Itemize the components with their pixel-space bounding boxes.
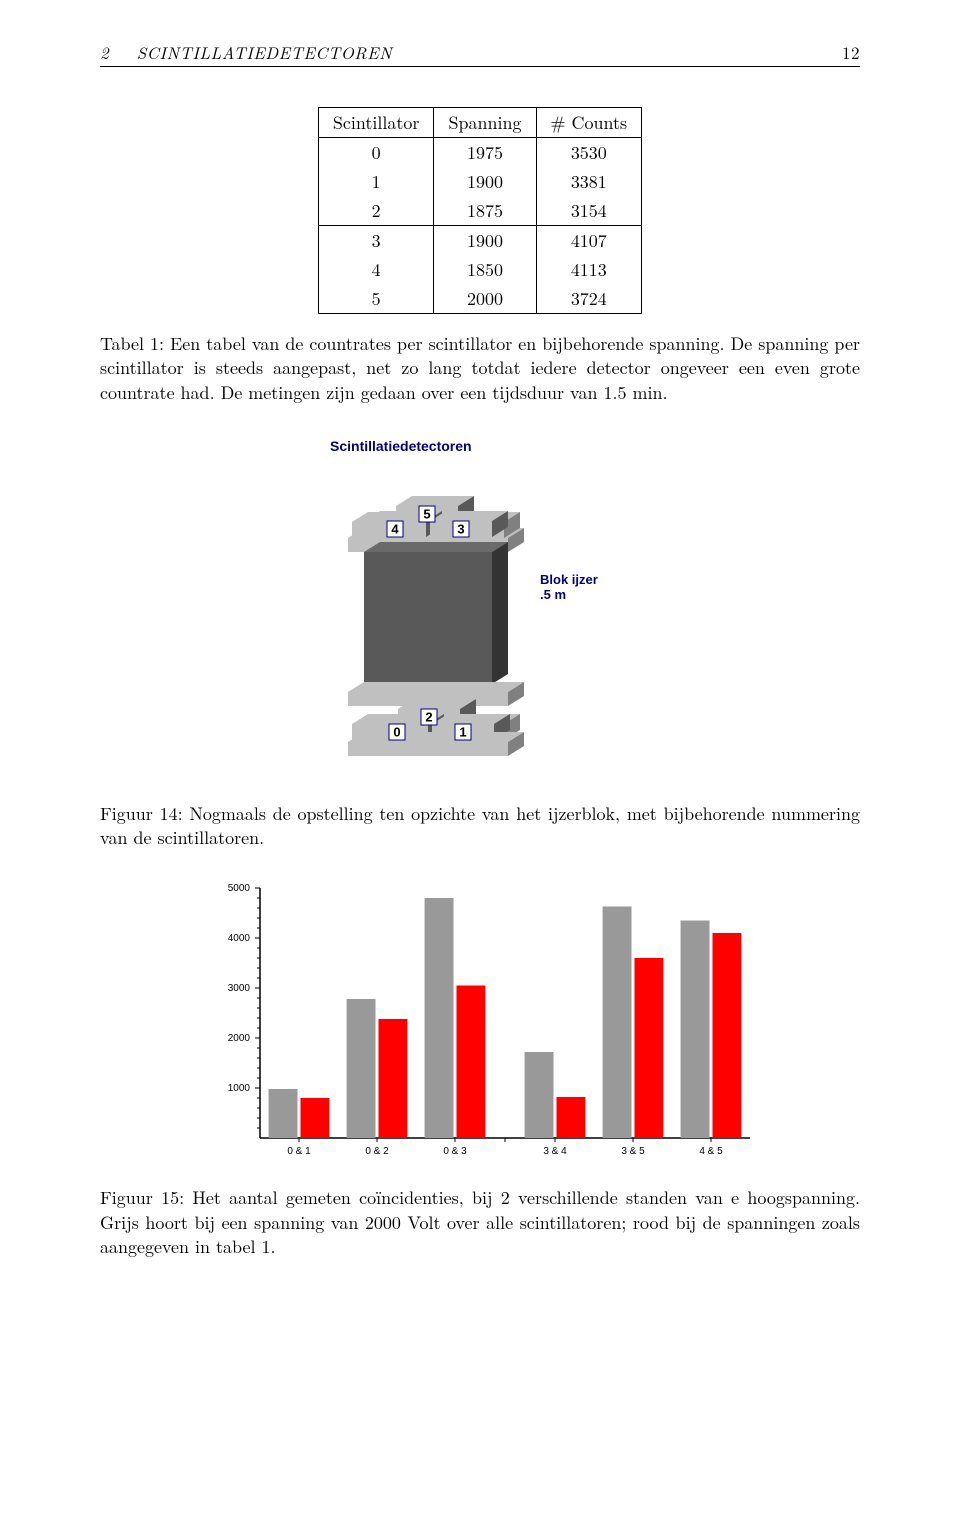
- svg-text:0 & 1: 0 & 1: [287, 1146, 311, 1157]
- table-cell: 2000: [434, 284, 536, 314]
- svg-text:3: 3: [457, 521, 464, 536]
- side-label-line1: Blok ijzer: [540, 572, 598, 587]
- svg-text:0 & 3: 0 & 3: [443, 1146, 467, 1157]
- figure-14-caption: Figuur 14: Nogmaals de opstelling ten op…: [100, 802, 860, 851]
- header-section: 2 SCINTILLATIEDETECTOREN: [100, 40, 392, 64]
- setup-diagram: 5 4 3 2 0 1 Blok ijzer .5 m: [330, 464, 630, 784]
- svg-text:4 & 5: 4 & 5: [699, 1146, 723, 1157]
- table-cell: 1900: [434, 167, 536, 196]
- table-cell: 4: [318, 255, 434, 284]
- table-cell: 4113: [536, 255, 642, 284]
- svg-text:4: 4: [391, 521, 399, 536]
- table-caption: Tabel 1: Een tabel van de countrates per…: [100, 332, 860, 405]
- table-col-header: Spanning: [434, 108, 536, 138]
- svg-text:5: 5: [423, 506, 430, 521]
- table-cell: 1850: [434, 255, 536, 284]
- svg-text:3 & 4: 3 & 4: [543, 1146, 567, 1157]
- table-cell: 3: [318, 226, 434, 256]
- diagram-side-label: Blok ijzer .5 m: [540, 572, 630, 603]
- diagram-svg: 5 4 3 2 0 1: [330, 464, 540, 764]
- table-cell: 5: [318, 284, 434, 314]
- table-row: 218753154: [318, 196, 641, 226]
- diagram-title: Scintillatiedetectoren: [330, 438, 630, 454]
- svg-text:3 & 5: 3 & 5: [621, 1146, 645, 1157]
- page: 2 SCINTILLATIEDETECTOREN 12 Scintillator…: [0, 0, 960, 1347]
- header-section-num: 2: [100, 40, 109, 64]
- header-page-num: 12: [842, 40, 860, 64]
- svg-text:2: 2: [425, 709, 432, 724]
- table-row: 520003724: [318, 284, 641, 314]
- svg-text:0: 0: [393, 724, 400, 739]
- table-row: 119003381: [318, 167, 641, 196]
- table-cell: 3381: [536, 167, 642, 196]
- table-col-header: # Counts: [536, 108, 642, 138]
- svg-text:2000: 2000: [228, 1033, 251, 1044]
- table-cell: 1875: [434, 196, 536, 226]
- table-cell: 1975: [434, 138, 536, 168]
- diagram-wrap: Scintillatiedetectoren 5 4 3 2 0 1 Blok ijzer…: [330, 438, 630, 784]
- figure-14: Scintillatiedetectoren 5 4 3 2 0 1 Blok ijzer…: [100, 433, 860, 784]
- svg-text:4000: 4000: [228, 933, 251, 944]
- table-cell: 4107: [536, 226, 642, 256]
- svg-text:1000: 1000: [228, 1083, 251, 1094]
- figure-15-caption: Figuur 15: Het aantal gemeten coïncident…: [100, 1186, 860, 1259]
- header-section-title: SCINTILLATIEDETECTOREN: [137, 40, 393, 64]
- table-cell: 1900: [434, 226, 536, 256]
- table-cell: 0: [318, 138, 434, 168]
- table-col-header: Scintillator: [318, 108, 434, 138]
- table-cell: 3154: [536, 196, 642, 226]
- svg-text:5000: 5000: [228, 883, 251, 894]
- table-row: 319004107: [318, 226, 641, 256]
- bar-chart: 1000 2000 3000 4000 5000 0 & 1 0 & 2 0 & 3 3 & 4…: [200, 878, 760, 1168]
- table-cell: 2: [318, 196, 434, 226]
- table-row: 019753530: [318, 138, 641, 168]
- table-cell: 3530: [536, 138, 642, 168]
- table-cell: 1: [318, 167, 434, 196]
- svg-text:1: 1: [459, 724, 466, 739]
- counts-table: ScintillatorSpanning# Counts 01975353011…: [318, 107, 642, 314]
- table-row: 418504113: [318, 255, 641, 284]
- svg-text:3000: 3000: [228, 983, 251, 994]
- table-cell: 3724: [536, 284, 642, 314]
- figure-15: 1000 2000 3000 4000 5000 0 & 1 0 & 2 0 & 3 3 & 4…: [100, 878, 860, 1168]
- svg-text:0 & 2: 0 & 2: [365, 1146, 389, 1157]
- running-header: 2 SCINTILLATIEDETECTOREN 12: [100, 40, 860, 67]
- side-label-line2: .5 m: [540, 587, 566, 602]
